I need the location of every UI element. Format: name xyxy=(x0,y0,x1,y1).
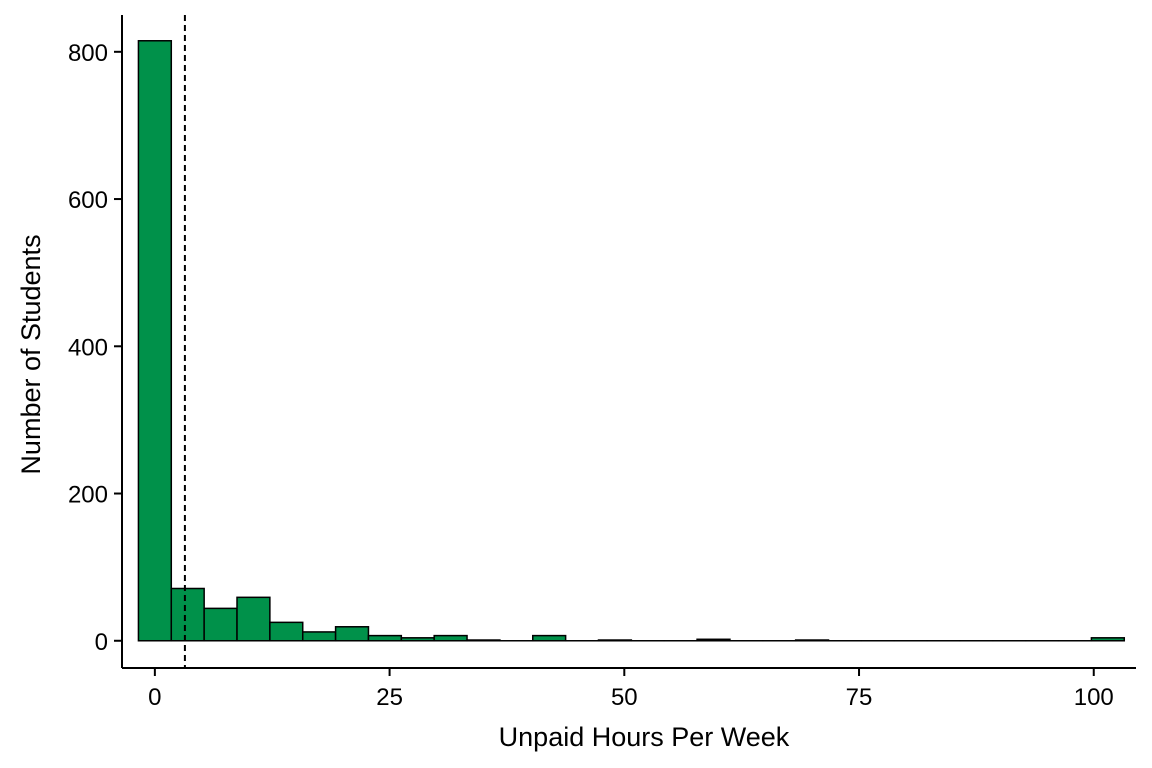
histogram-bar xyxy=(236,596,271,642)
x-tick-label: 50 xyxy=(611,684,638,711)
bars-group xyxy=(137,40,1126,642)
histogram-bar xyxy=(367,634,403,642)
x-axis-title: Unpaid Hours Per Week xyxy=(499,722,790,752)
histogram-bar xyxy=(433,634,468,642)
y-tick-label: 800 xyxy=(68,40,108,67)
histogram-bar xyxy=(269,621,304,642)
histogram-bar xyxy=(203,607,238,642)
y-tick-label: 200 xyxy=(68,482,108,509)
x-tick-label: 75 xyxy=(846,684,873,711)
histogram-bar xyxy=(466,639,501,642)
x-tick-label: 100 xyxy=(1074,684,1114,711)
histogram-bar xyxy=(794,639,830,642)
histogram-bar xyxy=(137,40,173,642)
histogram-bar xyxy=(1090,637,1126,642)
x-tick-label: 25 xyxy=(376,684,403,711)
histogram-bar xyxy=(301,631,337,642)
x-ticks-group: 0 25 50 75 100 xyxy=(148,668,1114,711)
histogram-bar xyxy=(334,626,370,642)
y-axis-title: Number of Students xyxy=(16,234,46,474)
y-ticks-group: 0 200 400 600 800 xyxy=(68,40,122,656)
histogram-bar xyxy=(400,637,435,642)
histogram-bar xyxy=(597,639,633,642)
axes-group xyxy=(121,15,1136,669)
x-tick-label: 0 xyxy=(148,684,161,711)
histogram-bar xyxy=(170,587,205,642)
y-tick-label: 600 xyxy=(68,187,108,214)
y-tick-label: 400 xyxy=(68,334,108,361)
histogram-bar xyxy=(532,634,567,642)
histogram-bar xyxy=(696,638,731,642)
y-tick-label: 0 xyxy=(95,629,108,656)
